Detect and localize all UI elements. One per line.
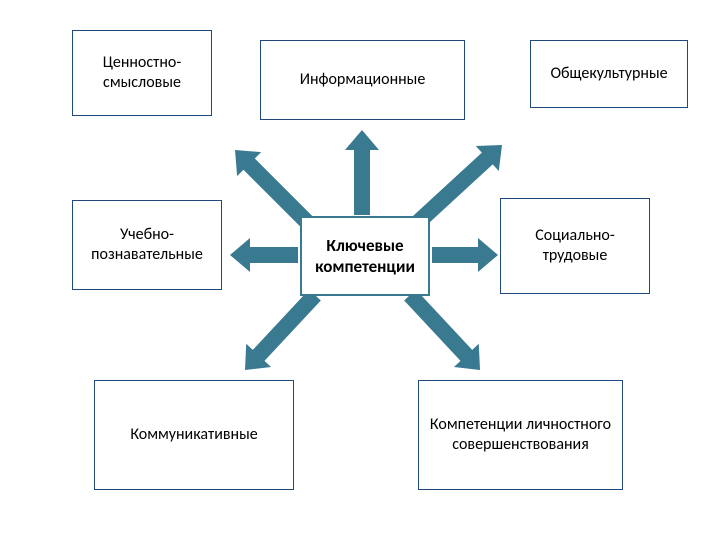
node-general_culture-label: Общекультурные	[550, 64, 667, 84]
node-social_labor-label: Социально-трудовые	[511, 226, 639, 266]
node-value_sense-label: Ценностно-смысловые	[83, 53, 201, 93]
node-information: Информационные	[260, 40, 465, 120]
node-information-label: Информационные	[300, 70, 426, 90]
node-communicative: Коммуникативные	[94, 380, 294, 490]
node-learning_cog-label: Учебно-познавательные	[83, 225, 211, 265]
node-communicative-label: Коммуникативные	[130, 425, 257, 445]
arrow-to-learning_cog	[230, 238, 298, 272]
node-social_labor: Социально-трудовые	[500, 198, 650, 294]
node-value_sense: Ценностно-смысловые	[72, 30, 212, 116]
arrow-to-social_labor	[432, 238, 498, 272]
center-node-label: Ключевые компетенции	[312, 235, 418, 278]
arrow-to-information	[345, 130, 379, 215]
center-node: Ключевые компетенции	[300, 216, 430, 296]
arrow-to-self_improve	[398, 283, 493, 381]
node-general_culture: Общекультурные	[530, 40, 688, 108]
arrow-to-communicative	[233, 283, 328, 381]
node-learning_cog: Учебно-познавательные	[72, 200, 222, 290]
node-self_improve: Компетенции личностного совершенствовани…	[418, 380, 623, 490]
node-self_improve-label: Компетенции личностного совершенствовани…	[429, 415, 612, 455]
